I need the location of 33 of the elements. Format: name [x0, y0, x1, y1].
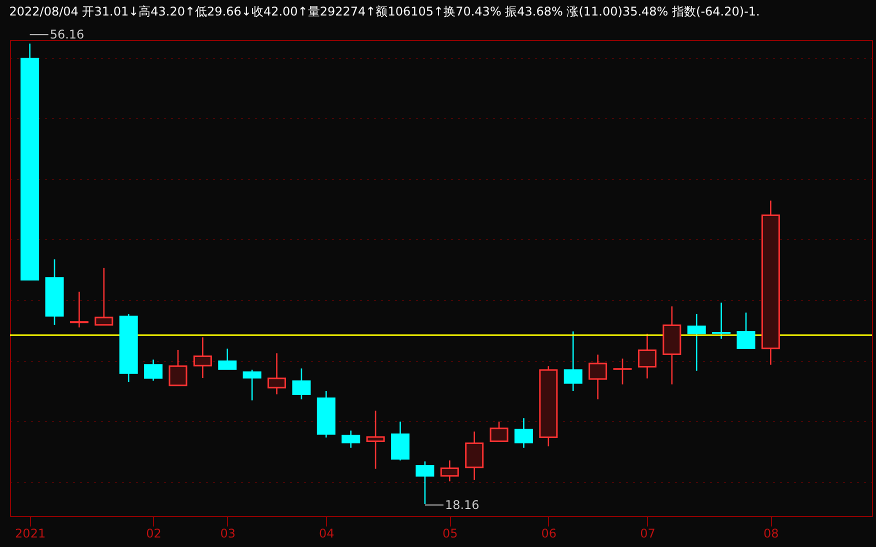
candlestick [490, 421, 508, 442]
candlestick [366, 410, 385, 470]
candlestick [268, 352, 286, 395]
candlestick [218, 348, 237, 370]
candlestick [94, 267, 114, 326]
annotation: 56.16 [50, 28, 84, 42]
x-tick-label: 04 [319, 526, 334, 540]
candlestick [70, 291, 88, 328]
x-tick-label: 08 [764, 526, 779, 540]
candlestick [168, 349, 188, 386]
annotation: 18.16 [444, 498, 480, 512]
candlestick [588, 354, 608, 400]
candlestick [144, 358, 163, 382]
x-tick-label: 03 [220, 526, 236, 540]
x-tick-label: 06 [541, 526, 557, 540]
candlestick [712, 302, 731, 340]
candlestick [638, 333, 656, 380]
x-tick-label: 2021 [15, 526, 46, 540]
candlestick [564, 330, 582, 392]
candlestick [440, 460, 459, 482]
chart-title: 2022/08/04 开31.01↓高43.20↑低29.66↓收42.00↑量292274↑额106105↑换70.43% 振43.68% 涨(11.00)35.48% 指数(-64.20)-1. [9, 4, 760, 19]
candlestick [193, 336, 212, 379]
x-tick-label: 07 [640, 526, 656, 540]
candlestick [292, 368, 311, 400]
x-tick-label: 05 [442, 526, 458, 540]
candlestick [613, 358, 632, 385]
x-tick-label: 02 [146, 526, 162, 540]
candlestick [514, 417, 533, 448]
candlestick [242, 369, 262, 401]
candlestick [416, 460, 434, 505]
candlestick [736, 312, 756, 349]
candlestick [687, 313, 706, 372]
candlestick [342, 430, 360, 448]
